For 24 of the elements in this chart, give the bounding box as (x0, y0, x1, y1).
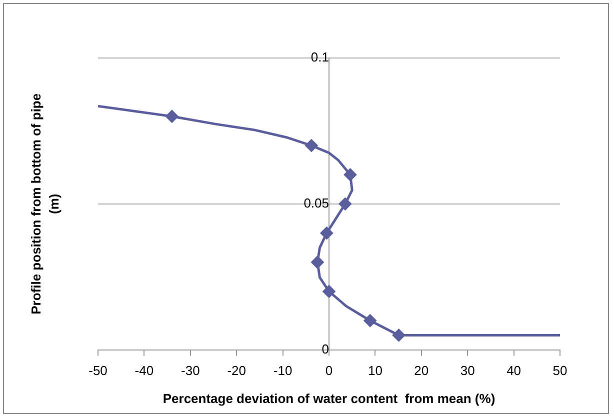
y-tick-label: 0 (322, 341, 329, 356)
x-tick-label: 30 (460, 363, 475, 378)
point (165, 110, 178, 123)
point (392, 328, 406, 342)
x-axis-title: Percentage deviation of water content from mean (%) (162, 390, 496, 406)
x-tick-label: 50 (552, 363, 568, 378)
x-tick-label: -10 (273, 363, 292, 378)
y-tick-label: 0.1 (310, 50, 329, 65)
point (320, 226, 334, 240)
point (310, 256, 324, 269)
point (338, 197, 352, 210)
x-tick-label: 20 (414, 363, 429, 378)
x-tick-label: 40 (506, 363, 522, 378)
y-axis-title: Profile position from bottom of pipe (m) (28, 93, 62, 314)
x-tick-label: -20 (227, 363, 246, 378)
point (322, 284, 336, 298)
x-tick-label: -40 (134, 363, 154, 378)
y-tick-label: 0.05 (304, 195, 329, 210)
point (344, 168, 357, 182)
point (304, 139, 318, 152)
x-tick-label: -30 (181, 363, 200, 378)
x-tick-label: -50 (88, 363, 108, 378)
x-tick-label: 10 (368, 363, 382, 378)
point (364, 314, 377, 328)
